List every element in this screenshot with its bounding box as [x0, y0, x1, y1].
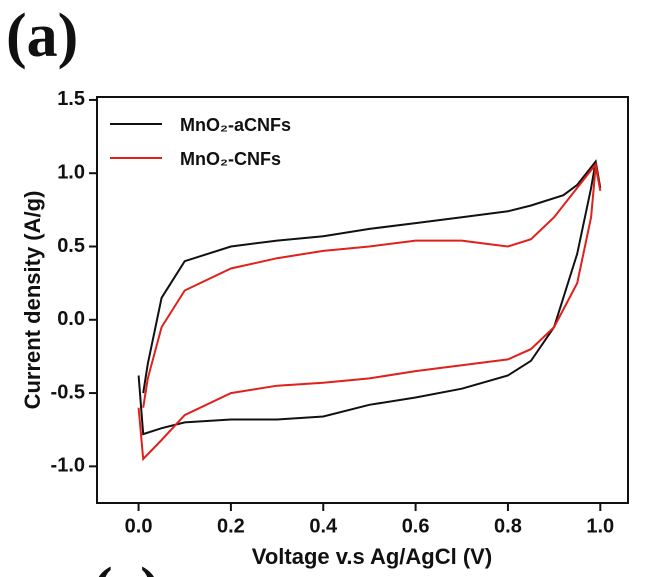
- y-axis-label: Current density (A/g): [20, 191, 45, 410]
- x-tick-label: 0.4: [309, 515, 338, 537]
- y-tick-label: -1.0: [51, 455, 85, 477]
- x-tick-label: 0.6: [402, 515, 430, 537]
- panel-label: (a): [6, 2, 78, 70]
- series-line: [137, 159, 602, 436]
- y-tick-label: -0.5: [51, 381, 85, 403]
- x-axis-label: Voltage v.s Ag/AgCl (V): [252, 544, 492, 569]
- panel-label: (c): [92, 556, 161, 577]
- y-tick-label: 0.5: [57, 235, 85, 257]
- y-tick-label: 1.0: [57, 161, 85, 183]
- x-tick-label: 0.2: [217, 515, 245, 537]
- plot-frame: [96, 96, 629, 504]
- legend-label: MnO₂-CNFs: [180, 149, 281, 169]
- y-tick-label: 0.0: [57, 308, 85, 330]
- x-tick-label: 0.8: [494, 515, 522, 537]
- x-tick-label: 1.0: [586, 515, 614, 537]
- x-tick-label: 0.0: [125, 515, 153, 537]
- legend-label: MnO₂-aCNFs: [180, 115, 291, 135]
- y-tick-label: 1.5: [57, 88, 85, 110]
- series-line: [137, 162, 602, 462]
